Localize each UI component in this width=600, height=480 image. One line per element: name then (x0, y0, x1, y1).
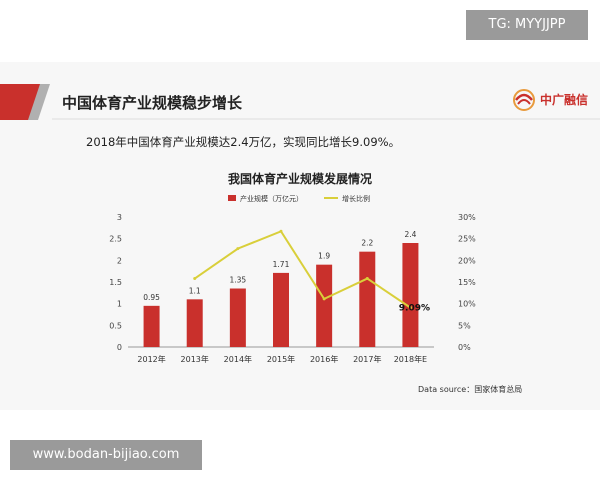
bar (143, 305, 160, 347)
bar-value-label: 1.71 (273, 260, 290, 269)
y-right-tick-label: 30% (458, 213, 476, 222)
growth-point (322, 297, 326, 301)
watermark-bottom: www.bodan-bijiao.com (10, 440, 202, 470)
legend-swatch-bar (228, 195, 236, 201)
legend-label-line: 增长比例 (342, 194, 370, 203)
x-tick-label: 2018年E (394, 354, 427, 364)
bar-value-label: 1.9 (318, 252, 330, 261)
bar (402, 243, 419, 347)
bar (316, 264, 333, 347)
bar (273, 272, 289, 347)
x-tick-label: 2015年 (267, 354, 295, 364)
y-right-tick-label: 5% (458, 321, 471, 330)
bar-value-label: 2.2 (361, 239, 373, 248)
bar-value-label: 0.95 (143, 293, 160, 302)
growth-point (365, 277, 369, 281)
y-right-tick-label: 25% (458, 235, 476, 244)
legend-label-bar: 产业规模（万亿元） (240, 194, 303, 203)
y-left-tick-label: 2.5 (109, 235, 122, 244)
logo-text: 中广融信 (540, 93, 589, 107)
bar-value-label: 1.35 (230, 276, 247, 285)
chart-title: 我国体育产业规模发展情况 (227, 172, 372, 186)
slide-background (0, 62, 600, 410)
y-left-tick-label: 1 (117, 300, 122, 309)
slide-subtitle: 2018年中国体育产业规模达2.4万亿，实现同比增长9.09%。 (86, 135, 401, 149)
x-tick-label: 2013年 (181, 354, 209, 364)
data-source: Data source：国家体育总局 (418, 385, 523, 394)
y-left-tick-label: 3 (117, 213, 122, 222)
header-accent-bar (0, 84, 600, 120)
watermark-top: TG: MYYJJPP (466, 10, 588, 40)
growth-point (193, 277, 197, 281)
y-right-tick-label: 15% (458, 278, 476, 287)
slide-title: 中国体育产业规模稳步增长 (62, 94, 243, 112)
y-left-tick-label: 2 (117, 256, 122, 265)
bar-value-label: 1.1 (189, 286, 201, 295)
x-tick-label: 2017年 (353, 354, 381, 364)
x-tick-label: 2012年 (137, 354, 165, 364)
y-right-tick-label: 20% (458, 256, 476, 265)
growth-point (279, 229, 283, 233)
growth-point (236, 247, 240, 251)
company-logo (513, 89, 535, 111)
y-right-tick-label: 0% (458, 343, 471, 352)
x-tick-label: 2014年 (224, 354, 252, 364)
growth-line (194, 230, 411, 309)
y-left-tick-label: 1.5 (109, 278, 122, 287)
growth-point (408, 306, 412, 310)
growth-annotation: 9.09% (399, 304, 430, 314)
x-tick-label: 2016年 (310, 354, 338, 364)
bar-value-label: 2.4 (404, 230, 416, 239)
bar (186, 299, 203, 347)
y-left-tick-label: 0 (117, 343, 122, 352)
bar (359, 251, 376, 347)
y-left-tick-label: 0.5 (109, 321, 122, 330)
y-right-tick-label: 10% (458, 300, 476, 309)
bar (229, 288, 246, 347)
